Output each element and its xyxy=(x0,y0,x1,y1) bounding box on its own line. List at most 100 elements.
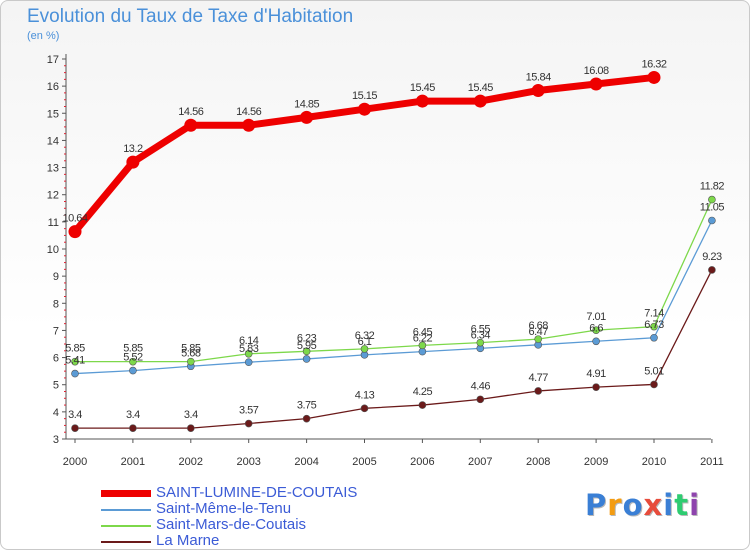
data-point xyxy=(650,380,658,389)
data-point xyxy=(302,347,311,356)
logo-letter: t xyxy=(674,488,690,522)
data-point xyxy=(647,70,661,84)
logo-letter: r xyxy=(607,488,623,522)
data-label: 6.22 xyxy=(413,333,433,345)
data-point xyxy=(650,333,658,342)
data-label: 6.55 xyxy=(471,324,491,336)
data-label: 5.95 xyxy=(297,340,317,352)
data-label: 15.15 xyxy=(352,90,377,102)
data-label: 13.2 xyxy=(123,143,143,155)
data-point xyxy=(415,94,429,108)
data-label: 6.73 xyxy=(644,319,664,331)
data-label: 15.45 xyxy=(468,82,493,94)
data-point xyxy=(187,357,195,366)
data-label: 14.85 xyxy=(294,98,319,110)
data-point xyxy=(531,83,545,97)
data-label: 5.52 xyxy=(123,352,143,364)
legend-label: Saint-Même-le-Tenu xyxy=(156,500,292,517)
data-label: 14.56 xyxy=(236,106,261,118)
data-label: 5.85 xyxy=(65,343,85,355)
data-point xyxy=(473,94,487,108)
legend-label: Saint-Mars-de-Coutais xyxy=(156,516,307,533)
chart-title: Evolution du Taux de Taxe d'Habitation xyxy=(27,6,354,27)
data-label: 6.45 xyxy=(413,326,433,338)
legend-swatch xyxy=(101,541,151,543)
data-label: 15.45 xyxy=(410,82,435,94)
data-point xyxy=(360,404,369,413)
x-tick-label: 2008 xyxy=(526,456,550,468)
data-point xyxy=(244,358,253,366)
data-label: 7.14 xyxy=(644,308,664,320)
logo-letter: i xyxy=(663,488,675,522)
data-point xyxy=(242,118,256,132)
y-tick-label: 9 xyxy=(53,271,59,283)
x-tick-label: 2002 xyxy=(179,456,203,468)
x-tick-label: 2000 xyxy=(63,456,87,468)
data-point xyxy=(476,338,485,347)
data-label: 3.4 xyxy=(126,409,140,421)
y-tick-label: 3 xyxy=(53,434,59,446)
data-point xyxy=(708,266,716,274)
legend-swatch xyxy=(101,509,151,511)
data-point xyxy=(71,369,79,378)
data-point xyxy=(302,414,311,423)
x-tick-label: 2003 xyxy=(236,456,260,468)
y-tick-label: 5 xyxy=(53,380,59,392)
data-point xyxy=(534,387,543,395)
y-tick-label: 15 xyxy=(47,108,59,120)
data-label: 4.46 xyxy=(471,380,491,392)
data-label: 3.75 xyxy=(297,400,317,412)
x-tick-label: 2001 xyxy=(121,456,145,468)
data-label: 4.91 xyxy=(586,368,606,380)
y-tick-label: 10 xyxy=(47,244,59,256)
data-point xyxy=(129,357,137,366)
data-label: 7.01 xyxy=(586,311,606,323)
data-label: 6.34 xyxy=(471,329,491,341)
logo-letter: i xyxy=(689,488,701,522)
data-label: 16.32 xyxy=(641,58,666,70)
series-line-4 xyxy=(74,269,713,429)
data-label: 16.08 xyxy=(584,65,609,77)
data-label: 9.23 xyxy=(702,251,722,263)
legend-label: SAINT-LUMINE-DE-COUTAIS xyxy=(156,484,358,501)
y-tick-label: 12 xyxy=(47,190,59,202)
data-point xyxy=(418,341,427,350)
series-line-3 xyxy=(74,198,713,363)
y-tick-label: 16 xyxy=(47,81,59,93)
data-label: 4.13 xyxy=(355,389,375,401)
data-label: 3.4 xyxy=(68,409,82,421)
data-label: 5.85 xyxy=(123,343,143,355)
data-point xyxy=(358,102,371,116)
y-tick-label: 6 xyxy=(53,353,59,365)
data-label: 6.1 xyxy=(358,336,372,348)
data-label: 10.64 xyxy=(62,213,87,225)
data-label: 4.25 xyxy=(413,386,433,398)
data-point xyxy=(592,337,600,346)
data-label: 5.41 xyxy=(65,355,85,367)
y-tick-label: 17 xyxy=(47,54,59,66)
y-tick-label: 8 xyxy=(53,298,59,310)
data-label: 5.85 xyxy=(181,343,201,355)
data-label: 3.4 xyxy=(184,409,198,421)
logo-letter: P xyxy=(585,488,608,522)
data-label: 14.56 xyxy=(178,106,203,118)
logo-letter: o xyxy=(622,488,644,522)
data-point xyxy=(129,424,137,432)
legend-swatch xyxy=(101,525,151,527)
legend-swatch xyxy=(101,490,151,497)
data-point xyxy=(476,395,485,404)
data-label: 11.82 xyxy=(700,181,725,193)
data-label: 5.01 xyxy=(644,365,664,377)
data-point xyxy=(244,349,253,358)
chart-data-labels: 3.4 3.4 3.4 3.57 3.75 4.13 4.25 4.46 4.77 4.91 5.0… xyxy=(62,58,724,421)
data-point xyxy=(650,322,658,331)
y-tick-label: 13 xyxy=(47,163,59,175)
x-tick-label: 2007 xyxy=(468,456,492,468)
data-point xyxy=(184,118,198,132)
data-point xyxy=(126,155,140,169)
data-point xyxy=(708,195,716,204)
proxiti-logo: Proxiti xyxy=(585,488,700,522)
y-tick-label: 11 xyxy=(48,217,59,229)
data-label: 6.47 xyxy=(528,326,548,338)
